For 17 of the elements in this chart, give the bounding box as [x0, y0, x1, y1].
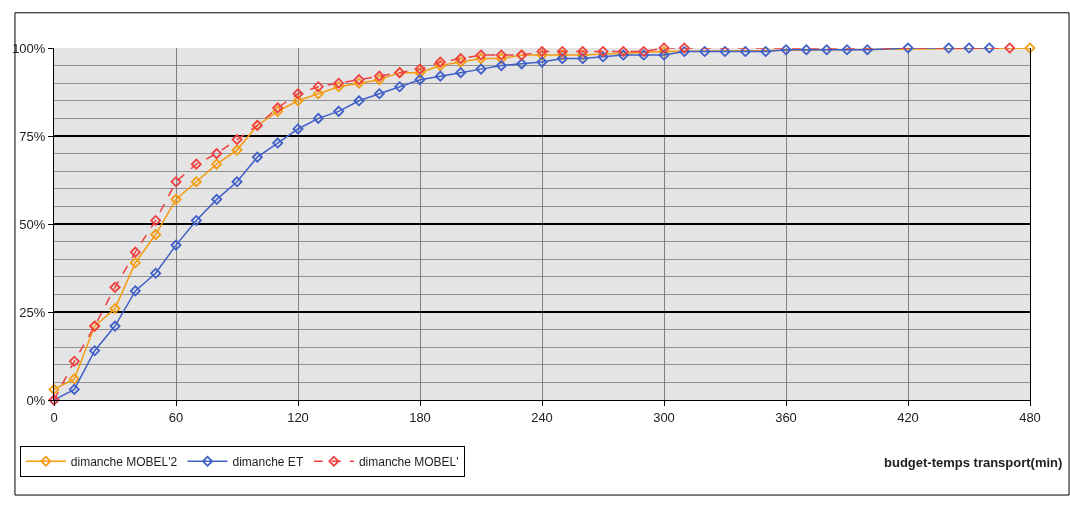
x-tick-label: 360	[775, 409, 797, 425]
x-tick-label: 120	[287, 409, 309, 425]
x-tick-label: 60	[168, 409, 184, 425]
y-tick-label: 50%	[19, 216, 46, 232]
y-tick-label: 0%	[26, 392, 46, 408]
x-axis-title: budget-temps transport(min)	[884, 455, 1063, 470]
legend-label: dimanche ET	[232, 454, 304, 469]
x-tick-label: 240	[531, 409, 553, 425]
y-tick-label: 25%	[19, 304, 46, 320]
x-tick-label: 420	[897, 409, 919, 425]
x-tick-label: 180	[409, 409, 431, 425]
x-tick-label: 480	[1019, 409, 1041, 425]
legend-label: dimanche MOBEL'	[358, 454, 459, 469]
x-tick-label: 0	[50, 409, 58, 425]
y-tick-label: 75%	[19, 128, 46, 144]
x-tick-label: 300	[653, 409, 675, 425]
legend-label: dimanche MOBEL'2	[70, 454, 178, 469]
